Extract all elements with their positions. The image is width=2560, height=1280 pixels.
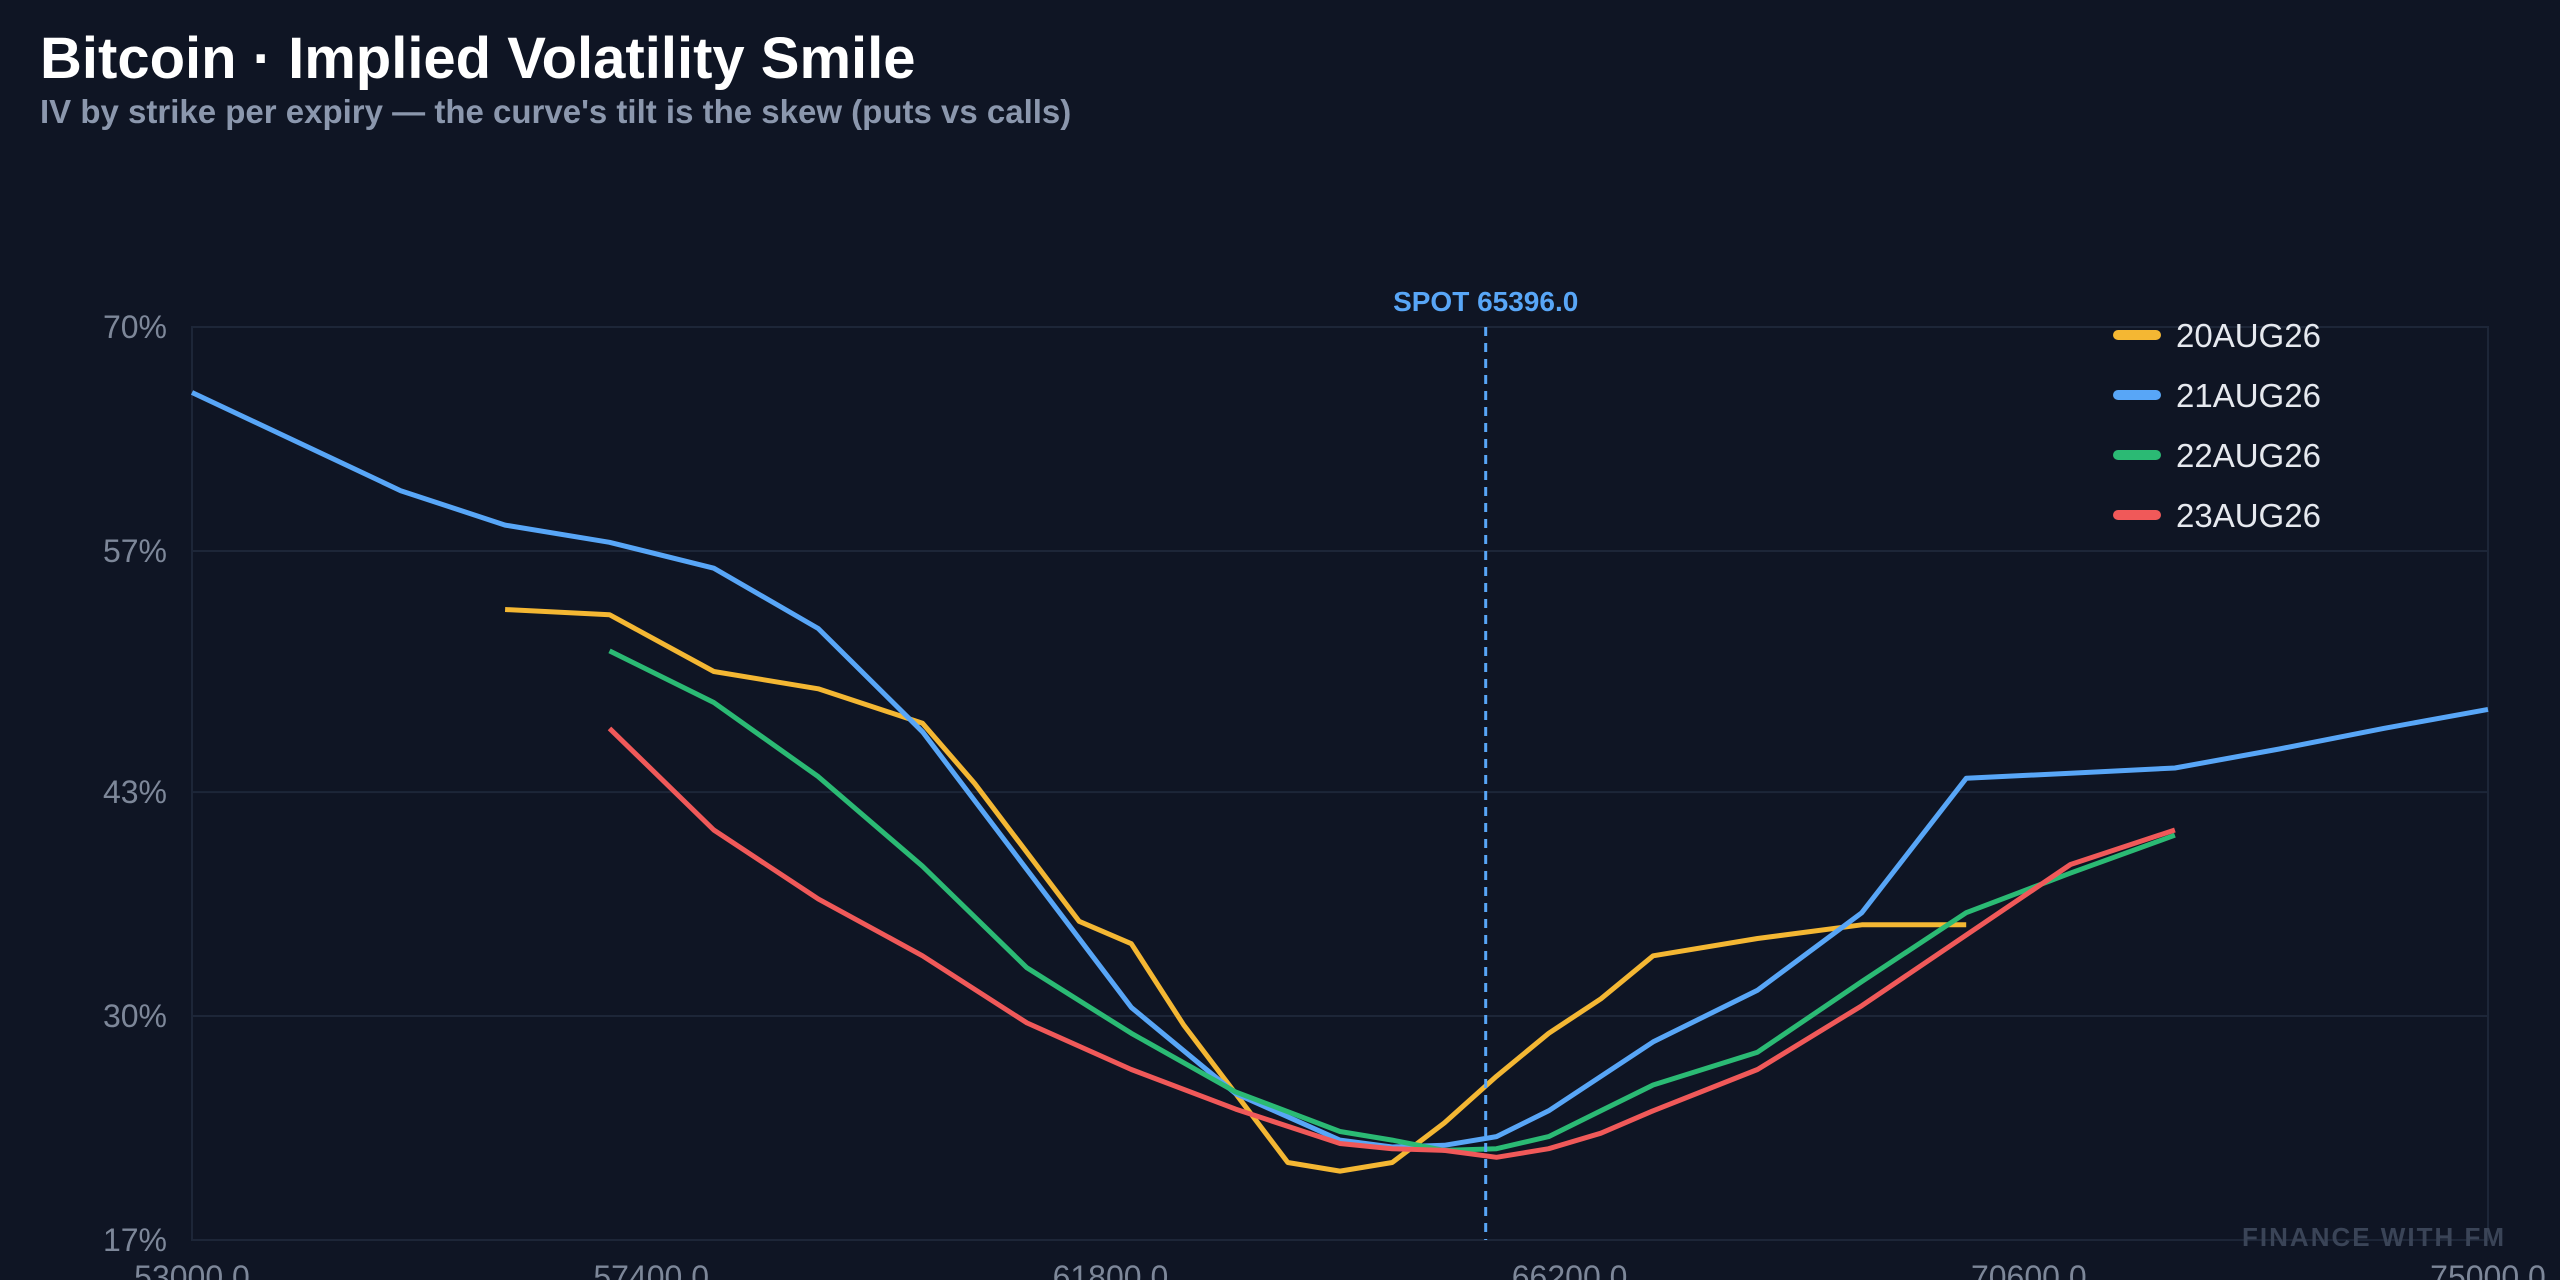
y-tick-label: 17% xyxy=(103,1222,167,1258)
y-tick-label: 43% xyxy=(103,774,167,810)
x-tick-label: 53000.0 xyxy=(134,1259,250,1280)
legend-item-22aug26[interactable]: 22AUG26 xyxy=(2113,437,2321,474)
watermark: FINANCE WITH FM xyxy=(2242,1222,2506,1252)
x-tick-label: 66200.0 xyxy=(1512,1259,1628,1280)
x-axis-ticks: 53000.0 57400.0 61800.0 66200.0 70600.0 75000… xyxy=(134,1259,2546,1280)
grid-lines xyxy=(192,326,2488,1241)
x-tick-label: 57400.0 xyxy=(593,1259,709,1280)
y-tick-label: 30% xyxy=(103,998,167,1034)
chart-header: Bitcoin · Implied Volatility Smile IV by… xyxy=(40,26,1071,132)
plot-frame xyxy=(191,326,2489,1241)
chart-title: Bitcoin · Implied Volatility Smile xyxy=(40,26,916,91)
series-line-22aug26 xyxy=(608,648,2176,1153)
legend-label: 22AUG26 xyxy=(2176,437,2321,474)
y-axis-ticks: 17% 30% 43% 57% 70% xyxy=(103,309,167,1258)
legend-item-20aug26[interactable]: 20AUG26 xyxy=(2113,317,2321,354)
x-tick-label: 61800.0 xyxy=(1053,1259,1169,1280)
x-tick-label: 75000.0 xyxy=(2430,1259,2546,1280)
spot-label: SPOT 65396.0 xyxy=(1393,286,1578,317)
legend-item-23aug26[interactable]: 23AUG26 xyxy=(2113,497,2321,534)
x-tick-label: 70600.0 xyxy=(1971,1259,2087,1280)
series-line-21aug26 xyxy=(190,390,2489,1150)
legend-label: 20AUG26 xyxy=(2176,317,2321,354)
legend-label: 23AUG26 xyxy=(2176,497,2321,534)
y-tick-label: 70% xyxy=(103,309,167,345)
series-line-23aug26 xyxy=(607,726,2176,1160)
legend-label: 21AUG26 xyxy=(2176,377,2321,414)
series-lines xyxy=(190,390,2489,1174)
chart-subtitle: IV by strike per expiry — the curve's ti… xyxy=(40,93,1072,130)
legend[interactable]: 20AUG26 21AUG26 22AUG26 23AUG26 xyxy=(2113,317,2321,534)
legend-item-21aug26[interactable]: 21AUG26 xyxy=(2113,377,2321,414)
series-line-20aug26 xyxy=(504,607,1967,1174)
y-tick-label: 57% xyxy=(103,533,167,569)
